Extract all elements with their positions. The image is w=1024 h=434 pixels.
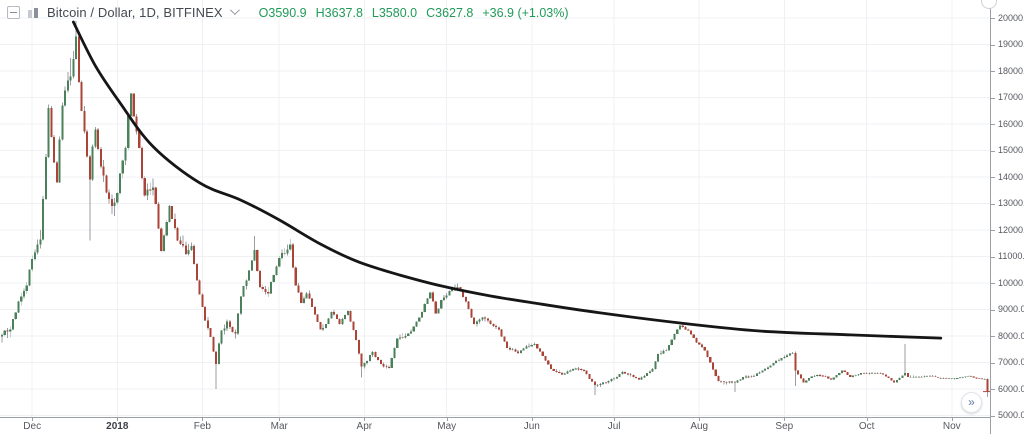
change-value: +36.9 (+1.03%) [482, 5, 569, 20]
time-tick-label: Sep [775, 421, 794, 432]
candlestick-series-icon [27, 7, 40, 19]
time-tick-mark [279, 417, 281, 421]
time-tick-mark [531, 417, 533, 421]
candles-group [0, 20, 989, 397]
price-tick-label: 13000.0 [998, 198, 1024, 208]
close-value: C3627.8 [426, 5, 474, 20]
time-tick-mark [117, 417, 119, 421]
price-tick-mark [991, 71, 995, 72]
price-tick-label: 5000.0 [998, 410, 1024, 420]
grid-lines [0, 0, 990, 417]
time-tick-label: Nov [942, 421, 961, 432]
price-tick-label: 12000.0 [998, 224, 1024, 235]
time-tick-label: Jun [523, 421, 540, 432]
price-tick-mark [991, 18, 995, 19]
open-value: O3590.9 [258, 5, 307, 20]
price-tick-label: 14000.0 [998, 171, 1024, 182]
collapse-legend-icon[interactable] [7, 6, 20, 19]
price-tick-label: 16000.0 [998, 118, 1024, 129]
price-tick-label: 7000.0 [998, 357, 1024, 367]
price-tick-mark [991, 44, 995, 46]
candlestick-chart[interactable] [0, 0, 990, 417]
symbol-title-button[interactable]: Bitcoin / Dollar, 1D, BITFINEX [47, 5, 240, 20]
price-tick-label: 8000.0 [998, 330, 1024, 341]
time-tick-label: Apr [356, 421, 373, 432]
price-tick-label: 15000.0 [998, 145, 1024, 155]
price-tick-label: 17000.0 [998, 92, 1024, 102]
chart-legend: Bitcoin / Dollar, 1D, BITFINEX O3590.9 H… [7, 5, 569, 20]
time-tick-label: Mar [270, 421, 288, 432]
price-tick-mark [991, 177, 995, 178]
time-tick-mark [32, 417, 34, 421]
high-value: H3637.8 [315, 5, 363, 20]
price-tick-mark [991, 415, 995, 417]
time-tick-mark [951, 417, 953, 421]
price-tick-label: 18000.0 [998, 65, 1024, 76]
time-tick-label: Feb [193, 421, 211, 432]
price-tick-label: 9000.0 [998, 304, 1024, 314]
time-tick-mark [202, 417, 204, 421]
price-tick-mark [991, 336, 995, 337]
price-tick-label: 20000.0 [998, 12, 1024, 23]
price-axis[interactable]: 20000.0 19000.0 18000.0 17000.0 16000.0 15000… [990, 0, 1024, 434]
price-tick-mark [991, 309, 995, 311]
low-value: L3580.0 [371, 5, 418, 20]
price-tick-mark [991, 150, 995, 152]
time-tick-mark [446, 417, 448, 421]
price-tick-mark [991, 283, 995, 284]
time-tick-label: Jul [607, 421, 621, 432]
price-tick-mark [991, 97, 995, 99]
price-tick-mark [991, 230, 995, 231]
time-tick-mark [784, 417, 786, 421]
price-tick-mark [991, 256, 995, 258]
price-tick-mark [991, 203, 995, 205]
time-tick-label: May [437, 421, 457, 432]
time-tick-mark [364, 417, 366, 421]
scroll-to-realtime-button[interactable]: » [961, 392, 982, 413]
ohlc-readout: O3590.9 H3637.8 L3580.0 C3627.8 +36.9 (+… [259, 6, 569, 20]
time-axis[interactable]: Dec 2018 Feb Mar Apr May Jun Jul Aug Sep Oct Nov [0, 417, 990, 434]
price-tick-label: 19000.0 [998, 39, 1024, 49]
price-tick-mark [991, 389, 995, 390]
price-tick-mark [991, 124, 995, 125]
price-tick-label: 10000.0 [998, 277, 1024, 288]
price-tick-label: 11000.0 [998, 251, 1024, 261]
time-tick-label: Dec [23, 421, 42, 432]
price-tick-mark [991, 362, 995, 364]
time-tick-label: Oct [858, 421, 875, 432]
trendline-drawing[interactable] [72, 20, 943, 340]
time-tick-label: Aug [690, 421, 709, 432]
symbol-title: Bitcoin / Dollar, 1D, BITFINEX [47, 5, 223, 20]
time-tick-mark [699, 417, 701, 421]
chevron-down-icon [229, 5, 240, 16]
time-tick-label: 2018 [106, 421, 129, 432]
time-tick-mark [866, 417, 868, 421]
price-tick-label: 6000.0 [998, 383, 1024, 394]
time-tick-mark [614, 417, 616, 421]
